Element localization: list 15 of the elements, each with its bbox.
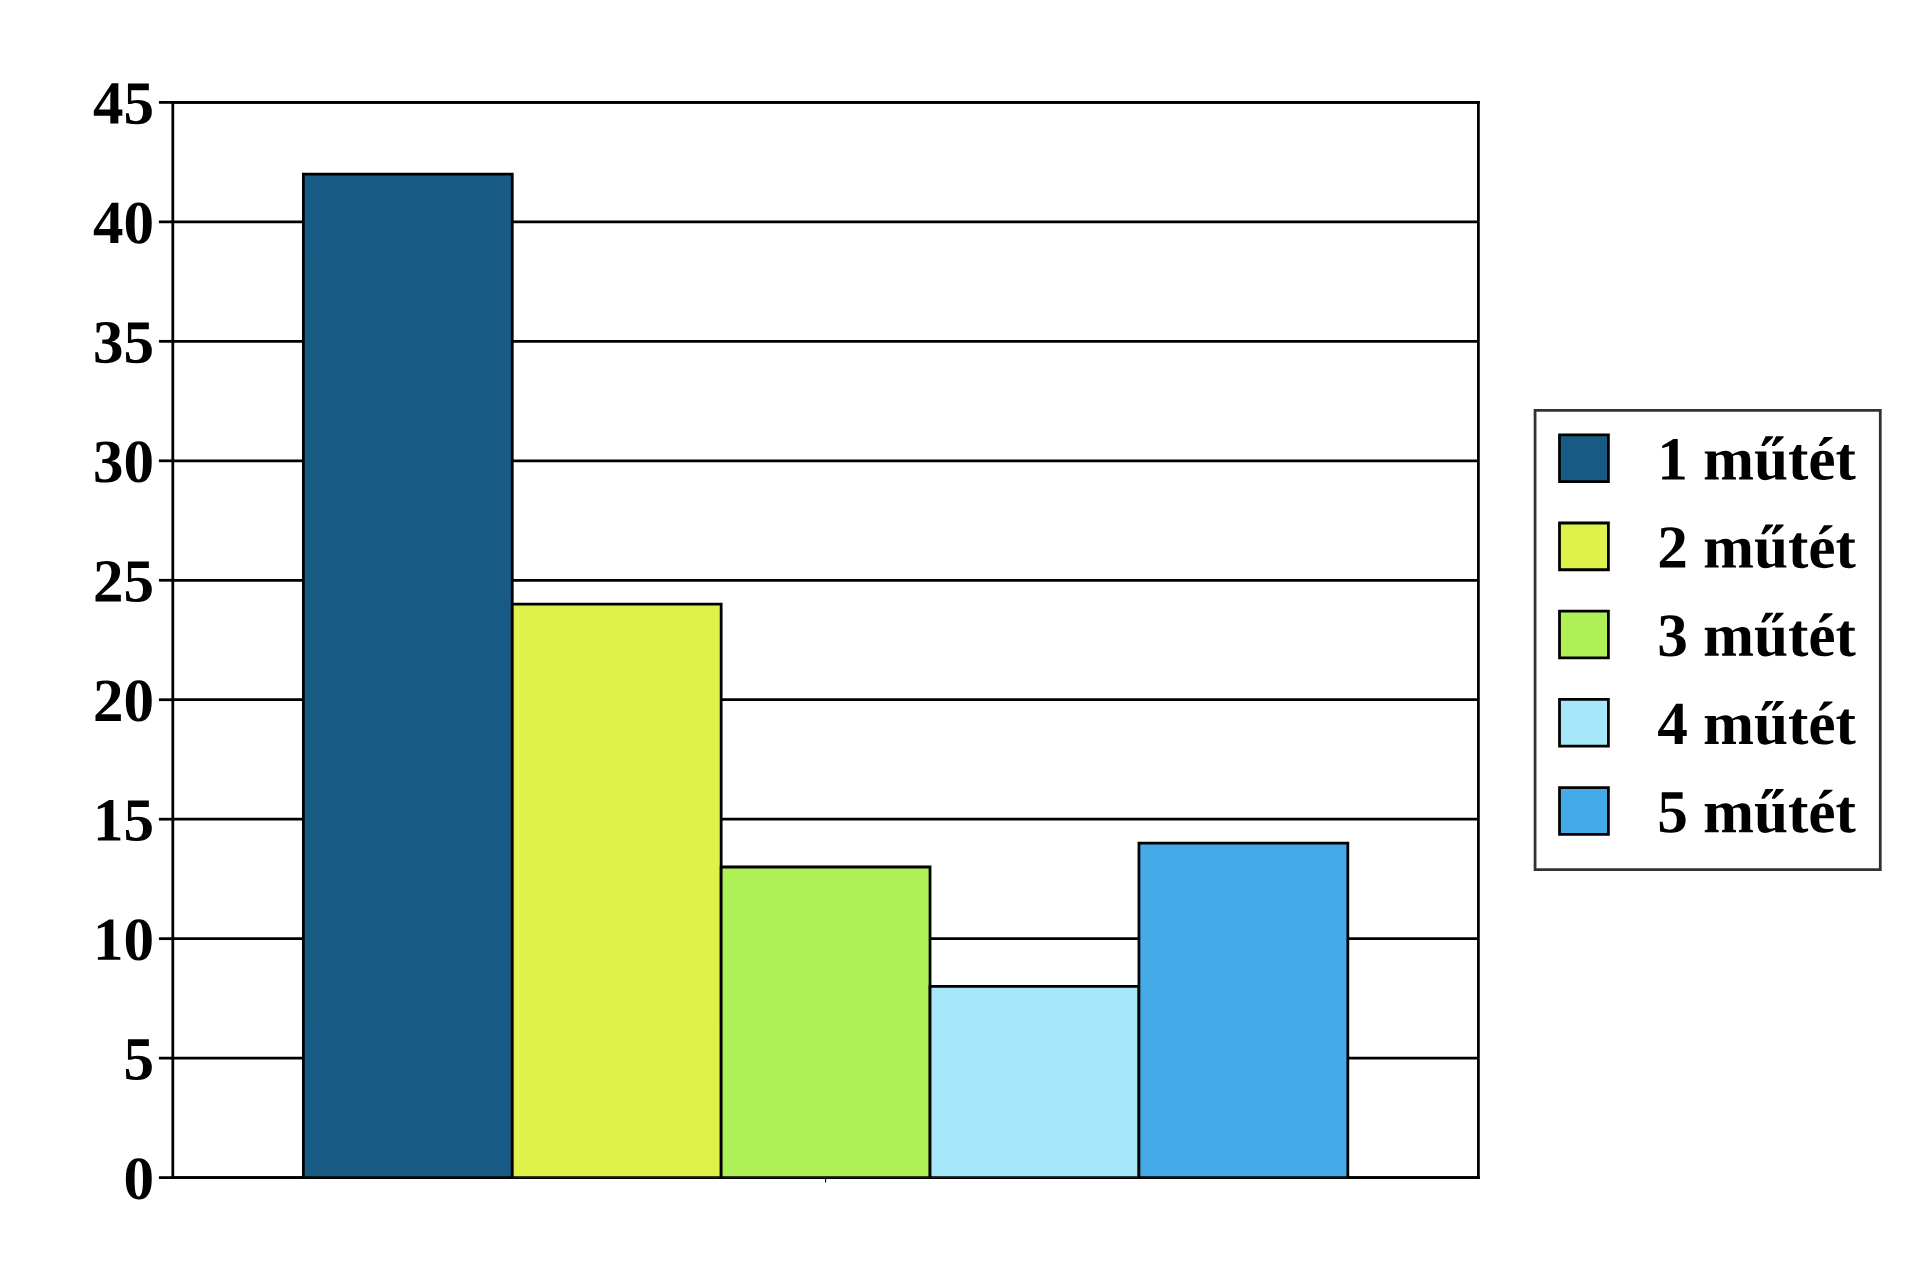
legend-label: 2 műtét [1659, 524, 1856, 569]
y-tick-label: 45 [93, 83, 152, 125]
y-tick-label: 30 [95, 441, 152, 483]
legend-label: 5 műtét [1659, 789, 1856, 833]
y-tick-label: 40 [93, 202, 152, 244]
y-tick-label: 25 [95, 561, 152, 603]
y-tick-label: 15 [97, 800, 152, 841]
legend-label: 3 műtét [1659, 612, 1856, 657]
y-tick-label: 5 [125, 1039, 152, 1080]
y-tick-label: 20 [95, 680, 152, 722]
y-tick-label: 10 [97, 919, 152, 961]
legend-label: 1 műtét [1662, 436, 1856, 481]
y-tick-label: 0 [125, 1158, 152, 1200]
y-tick-label: 35 [95, 322, 152, 364]
legend-label: 4 műtét [1658, 700, 1856, 745]
